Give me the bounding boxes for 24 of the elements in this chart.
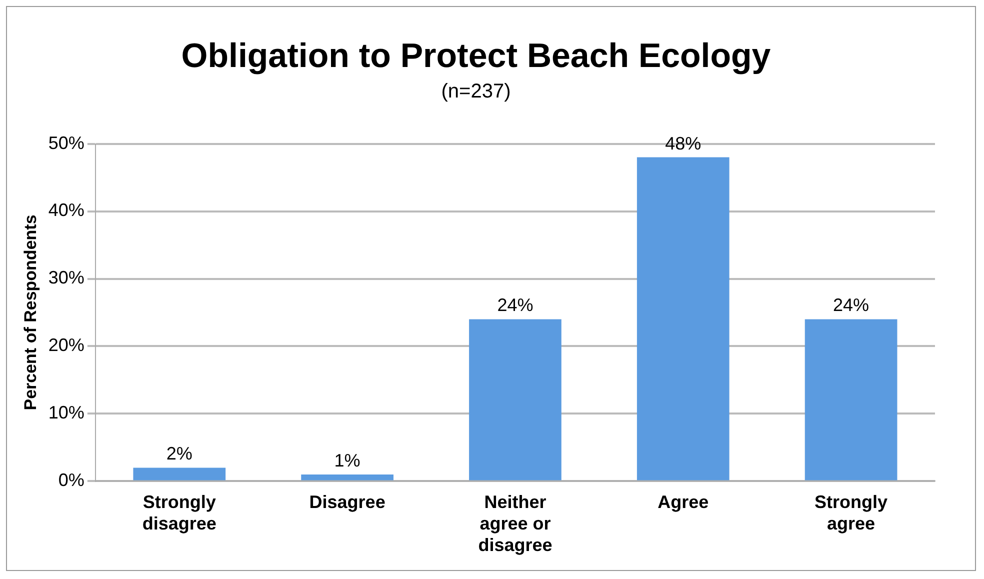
bar [133, 468, 226, 480]
data-label: 1% [334, 450, 360, 470]
x-tick-label: Agree [658, 492, 709, 512]
chart-title: Obligation to Protect Beach Ecology [181, 36, 771, 75]
y-tick-label: 30% [48, 268, 84, 288]
x-tick-label: Strongly agree [814, 492, 888, 534]
data-label: 24% [497, 295, 534, 316]
bar [804, 319, 898, 480]
y-tick-label: 10% [48, 402, 84, 423]
x-tick-label: Neither agree or disagree [478, 492, 552, 556]
bar [636, 157, 730, 480]
data-label: 24% [833, 295, 870, 316]
data-label: 48% [665, 133, 702, 154]
x-tick-label: Strongly disagree [142, 492, 216, 534]
data-label: 2% [166, 444, 192, 464]
y-tick-label: 0% [58, 470, 84, 490]
y-axis-title: Percent of Respondents [20, 214, 40, 410]
x-tick-label: Disagree [309, 492, 386, 512]
bar [301, 474, 394, 480]
chart-subtitle: (n=237) [441, 80, 511, 102]
y-tick-label: 20% [48, 335, 84, 356]
bar [469, 319, 562, 480]
y-tick-label: 40% [48, 200, 84, 220]
y-tick-label: 50% [48, 132, 84, 153]
